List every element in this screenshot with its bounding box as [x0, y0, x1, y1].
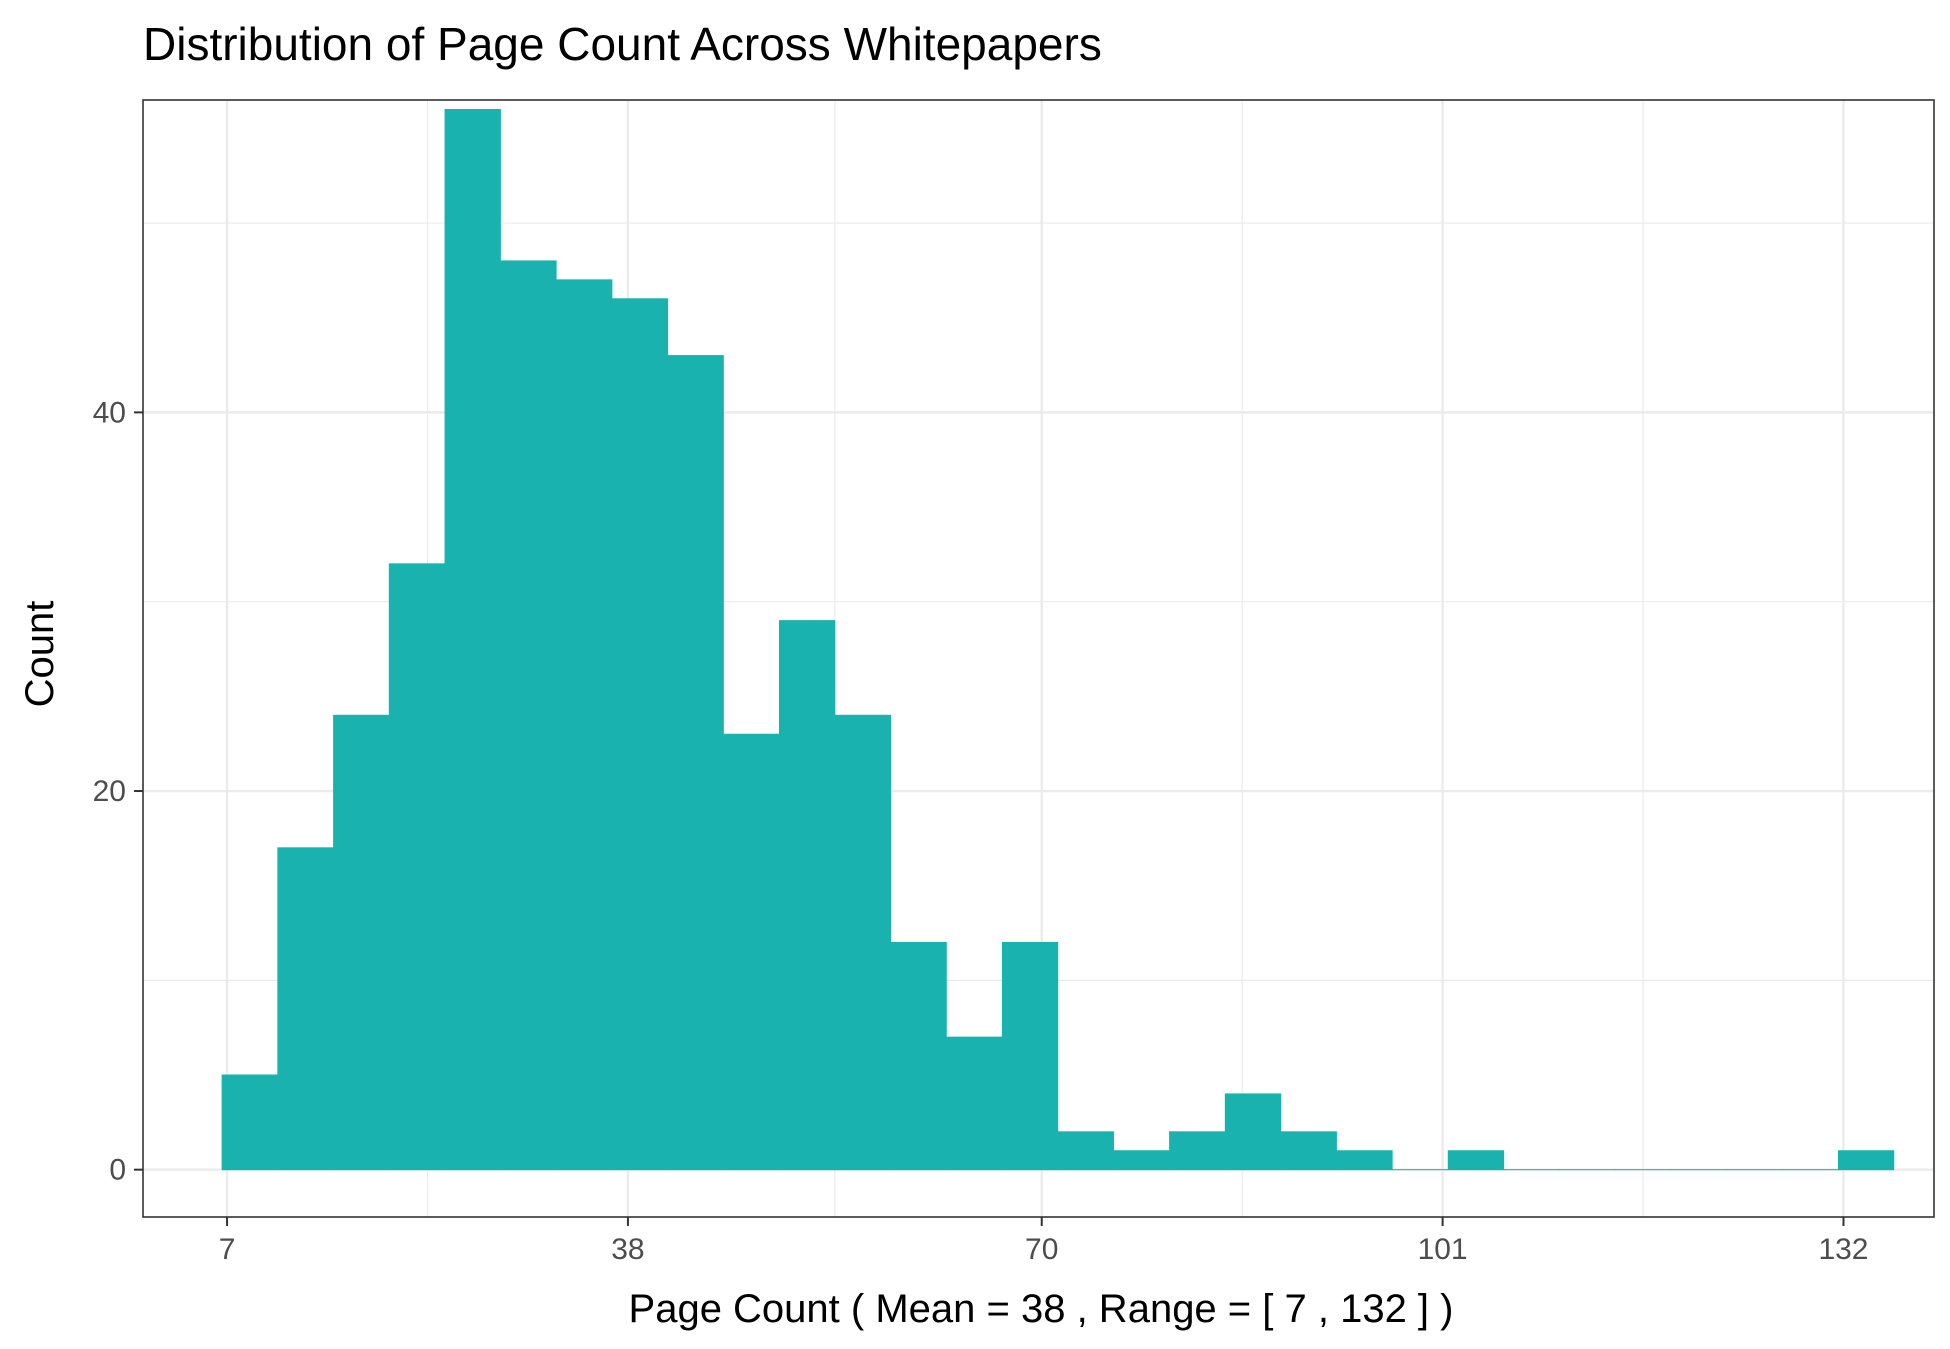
x-axis-title: Page Count ( Mean = 38 , Range = [ 7 , 1… — [629, 1287, 1454, 1331]
histogram-bar — [1614, 1169, 1672, 1171]
x-tick-label: 70 — [1025, 1233, 1058, 1266]
histogram-bar — [890, 941, 947, 1171]
x-tick-label: 7 — [219, 1233, 236, 1266]
histogram-bar — [1559, 1169, 1616, 1171]
histogram-bar — [834, 714, 892, 1171]
histogram-bar — [333, 714, 390, 1171]
histogram-bar — [444, 108, 501, 1171]
histogram-bar — [946, 1036, 1003, 1171]
histogram-bar — [221, 1074, 278, 1171]
histogram-bar — [1726, 1169, 1783, 1171]
y-axis-title: Count — [18, 601, 62, 708]
panel-border — [142, 99, 1935, 1218]
histogram-bars — [221, 108, 1895, 1171]
histogram-bar — [1670, 1169, 1728, 1171]
histogram-bar — [500, 260, 557, 1171]
y-tick-label: 20 — [93, 775, 126, 808]
histogram-bar — [556, 279, 613, 1171]
histogram-bar — [1224, 1093, 1282, 1171]
histogram-bar — [1280, 1131, 1337, 1171]
histogram-bar — [1057, 1131, 1114, 1171]
histogram-bar — [277, 847, 334, 1171]
histogram-bar — [1392, 1169, 1449, 1171]
chart-title: Distribution of Page Count Across Whitep… — [143, 18, 1102, 70]
histogram-bar — [1336, 1150, 1393, 1171]
x-axis: 7 38 70 101 132 — [219, 1217, 1869, 1266]
x-tick-label: 132 — [1818, 1233, 1868, 1266]
x-tick-label: 101 — [1418, 1233, 1468, 1266]
y-tick-label: 0 — [109, 1154, 126, 1187]
x-tick-label: 38 — [611, 1233, 644, 1266]
histogram-bar — [723, 733, 780, 1171]
histogram-bar — [1169, 1131, 1226, 1171]
histogram-bar — [1001, 941, 1059, 1171]
histogram-bar — [1782, 1169, 1839, 1171]
histogram-bar — [778, 620, 836, 1171]
y-axis: 0 20 40 — [93, 396, 143, 1187]
histogram-bar — [388, 563, 446, 1171]
histogram-bar — [1113, 1150, 1170, 1171]
histogram-bar — [667, 355, 724, 1171]
histogram-bar — [1837, 1150, 1895, 1171]
histogram-bar — [611, 298, 669, 1171]
histogram-bar — [1447, 1150, 1505, 1171]
y-tick-label: 40 — [93, 396, 126, 429]
histogram-bar — [1503, 1169, 1560, 1171]
